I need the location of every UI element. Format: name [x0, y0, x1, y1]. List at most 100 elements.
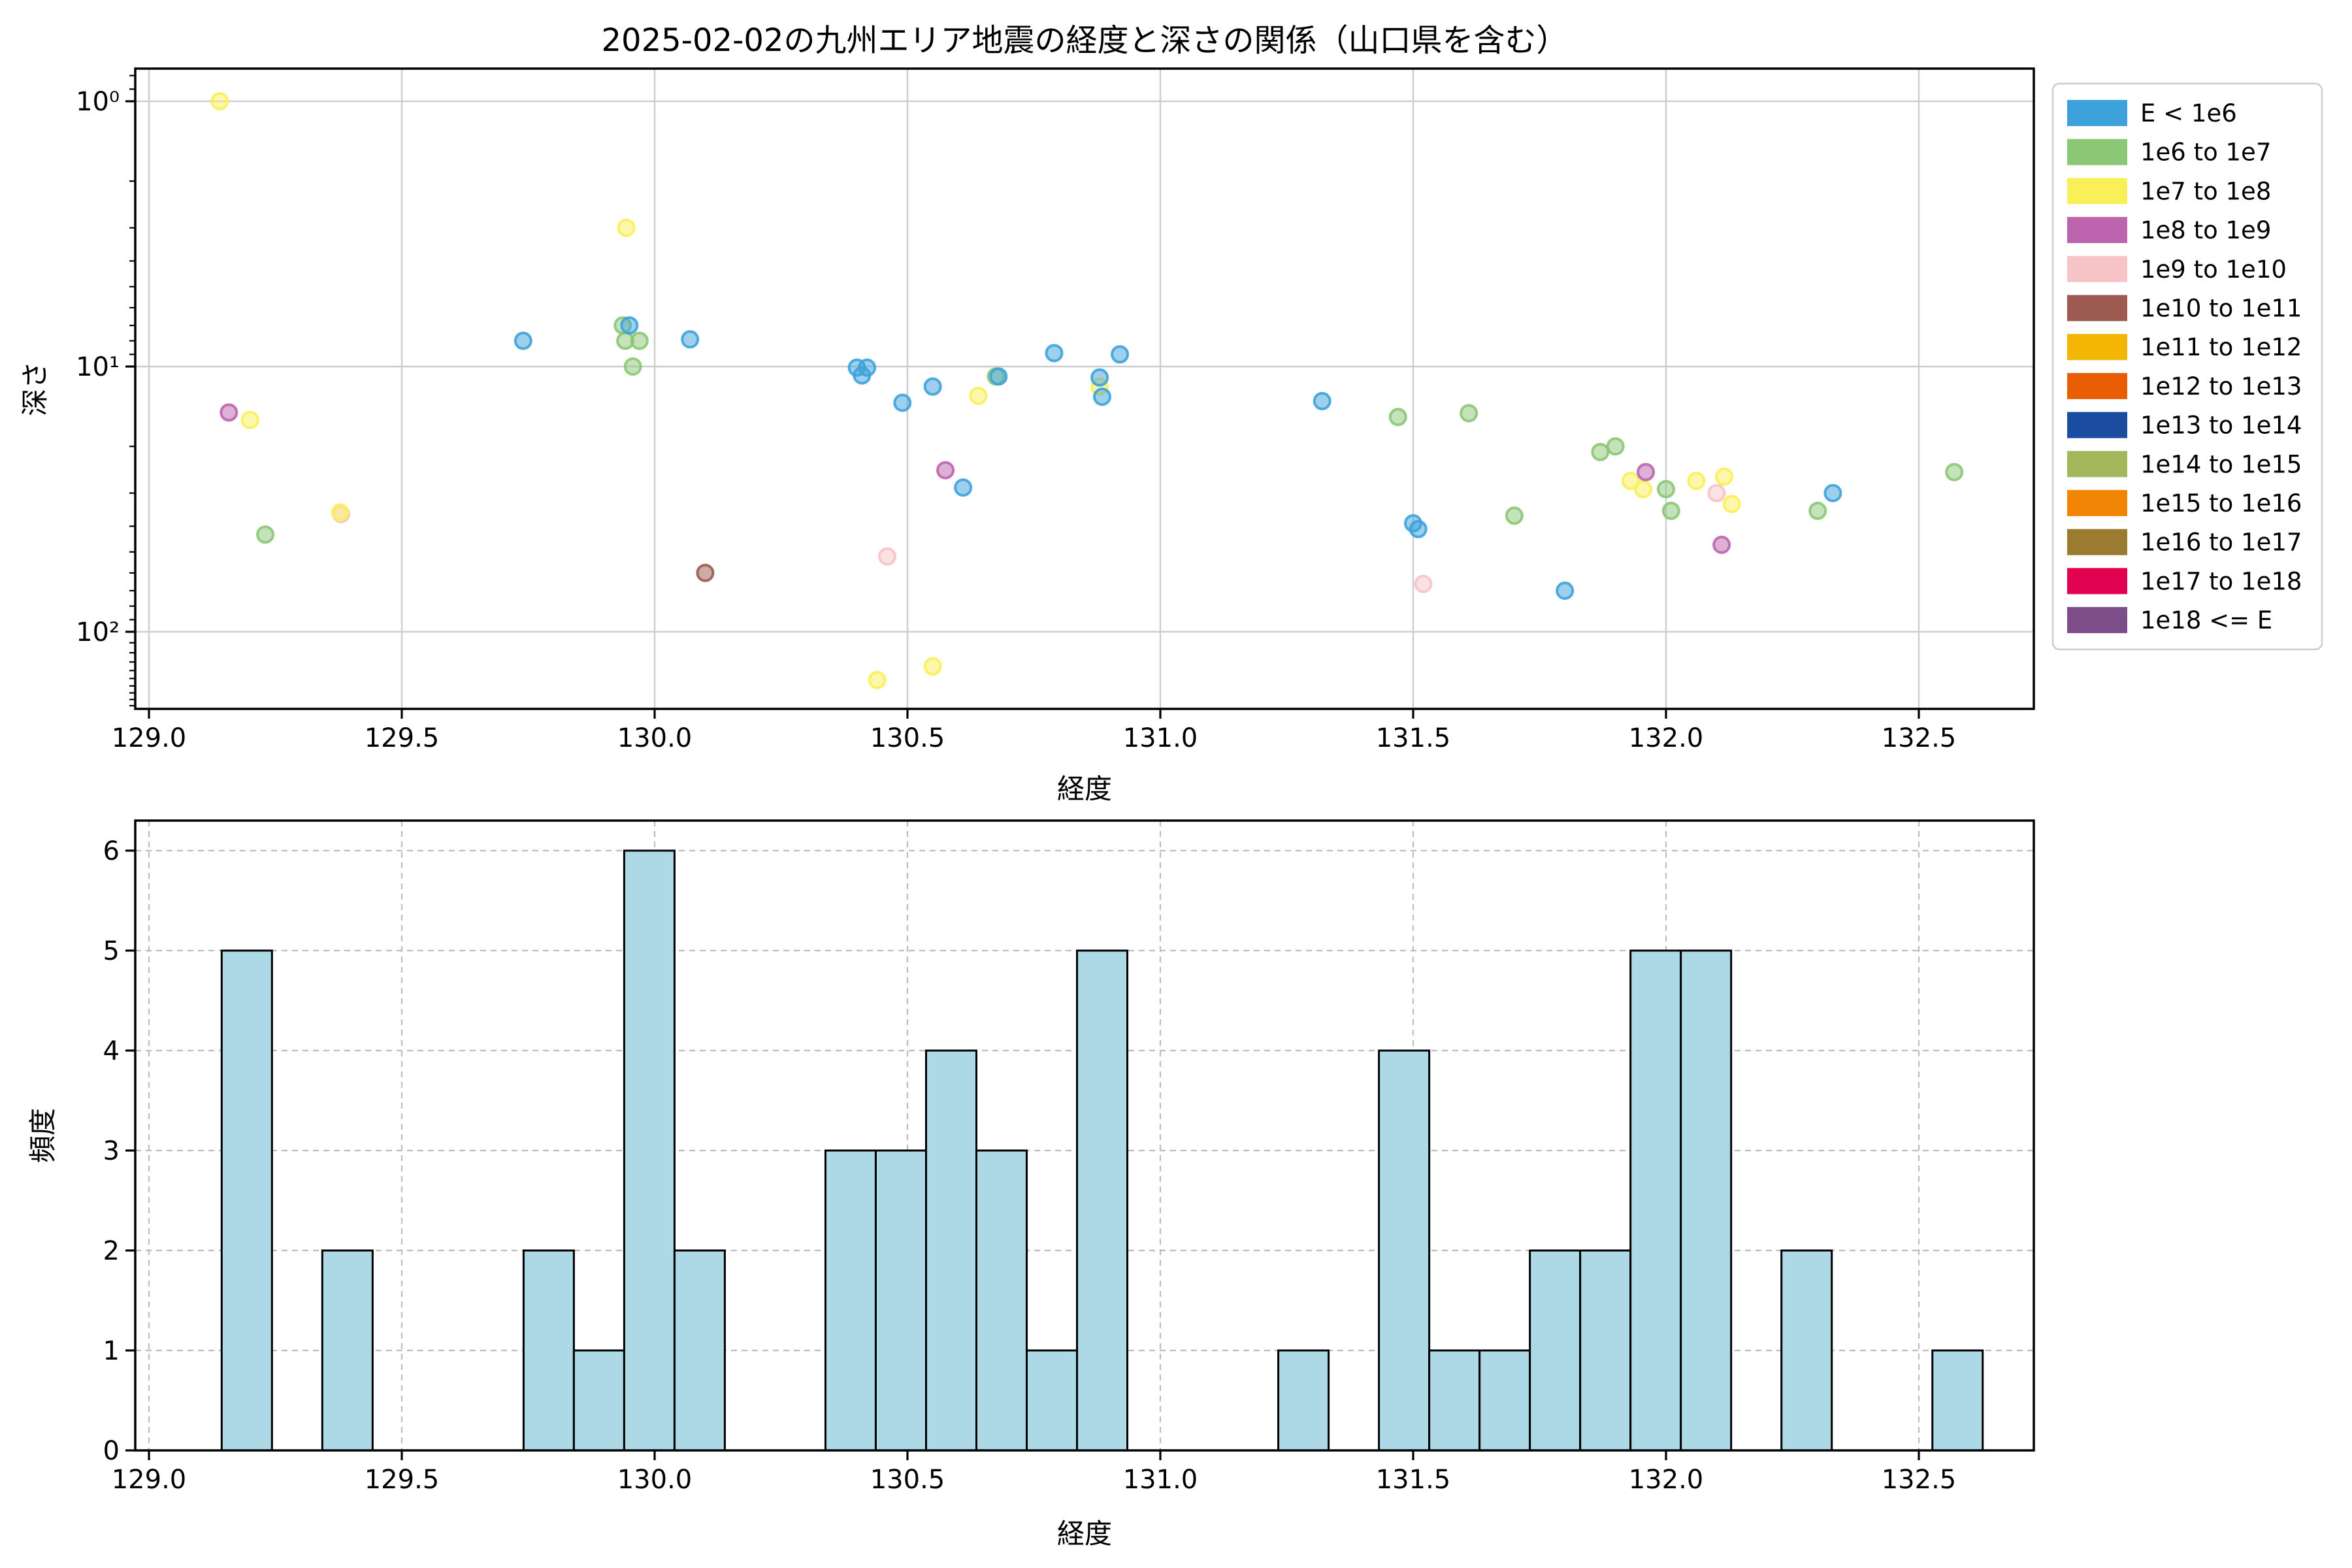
histogram-y-tick-label: 4: [103, 1036, 120, 1066]
scatter-point: [1313, 391, 1331, 410]
legend-swatch: [2067, 334, 2127, 361]
histogram-xlabel: 経度: [1057, 1518, 1112, 1550]
scatter-point: [1637, 463, 1656, 482]
scatter-x-tick-label: 129.5: [365, 723, 440, 753]
scatter-point: [630, 331, 649, 350]
legend-swatch: [2067, 255, 2127, 282]
histogram-y-tick-label: 1: [103, 1336, 120, 1366]
histogram-bar: [522, 1249, 575, 1452]
histogram-bar: [1529, 1249, 1582, 1452]
histogram-bar: [1579, 1249, 1632, 1452]
histogram-bar: [1076, 949, 1129, 1452]
scatter-point: [1634, 480, 1653, 498]
legend-swatch: [2067, 217, 2127, 244]
legend-swatch: [2067, 100, 2127, 126]
scatter-point: [696, 563, 715, 582]
scatter-point: [617, 218, 636, 237]
scatter-y-tick-label: 10²: [76, 617, 120, 647]
histogram-bar: [824, 1149, 877, 1452]
scatter-xlabel: 経度: [1057, 773, 1112, 805]
histogram-bar: [623, 849, 676, 1452]
scatter-point: [1045, 344, 1064, 363]
scatter-point: [1388, 408, 1407, 427]
scatter-point: [210, 92, 229, 110]
scatter-point: [989, 367, 1008, 386]
scatter-point: [1687, 472, 1706, 491]
scatter-point: [1414, 574, 1433, 593]
histogram-bar: [220, 949, 273, 1452]
histogram-x-tick-label: 131.5: [1376, 1465, 1451, 1495]
histogram-x-tick-label: 130.5: [870, 1465, 945, 1495]
scatter-point: [681, 330, 700, 349]
legend-entry-label: 1e6 to 1e7: [2140, 139, 2271, 167]
scatter-point: [1090, 368, 1109, 387]
histogram-bar: [572, 1349, 625, 1452]
histogram-x-tick-label: 131.0: [1123, 1465, 1198, 1495]
scatter-point: [936, 461, 955, 480]
scatter-point: [256, 525, 275, 544]
histogram-x-tick-label: 129.5: [365, 1465, 440, 1495]
legend-entry-label: 1e10 to 1e11: [2140, 295, 2302, 323]
legend-entry-label: 1e17 to 1e18: [2140, 567, 2302, 595]
scatter-point: [893, 393, 912, 412]
histogram-x-tick-label: 130.0: [617, 1465, 693, 1495]
histogram-bar: [1428, 1349, 1481, 1452]
scatter-point: [868, 670, 887, 689]
legend-frame: [2051, 82, 2323, 651]
legend-entry-label: 1e11 to 1e12: [2140, 333, 2302, 361]
histogram-x-tick-label: 132.0: [1629, 1465, 1704, 1495]
legend-entry-label: 1e18 <= E: [2140, 606, 2272, 634]
legend-swatch: [2067, 490, 2127, 516]
histogram-bar: [1026, 1349, 1079, 1452]
legend-swatch: [2067, 607, 2127, 634]
legend-entry-label: 1e7 to 1e8: [2140, 177, 2271, 205]
legend-swatch: [2067, 412, 2127, 438]
histogram-bar: [874, 1149, 927, 1452]
histogram-ticks: 129.0 129.5 130.0 130.5 131.0 131.5 132.0 132.5…: [103, 836, 1957, 1495]
scatter-point: [1808, 501, 1827, 520]
legend-entry-label: 1e15 to 1e16: [2140, 489, 2302, 517]
histogram-ylabel: 頻度: [27, 1108, 59, 1163]
legend-entry-label: 1e8 to 1e9: [2140, 216, 2271, 244]
scatter-point: [514, 331, 532, 350]
histogram-y-tick-label: 5: [103, 936, 120, 966]
scatter-point: [1621, 472, 1640, 491]
histogram-bar: [673, 1249, 726, 1452]
histogram-y-tick-label: 3: [103, 1136, 120, 1166]
scatter-point: [853, 366, 872, 385]
scatter-point: [1661, 501, 1680, 520]
scatter-point: [969, 386, 988, 405]
legend-entry-label: E < 1e6: [2140, 99, 2237, 127]
scatter-point: [1409, 519, 1428, 538]
scatter-point: [1945, 463, 1964, 482]
scatter-point: [1460, 404, 1478, 423]
scatter-point: [1712, 535, 1731, 554]
histogram-bar: [924, 1049, 977, 1452]
scatter-point: [1823, 483, 1842, 502]
scatter-point: [1715, 467, 1734, 486]
scatter-point: [1722, 495, 1741, 514]
legend-entry-label: 1e14 to 1e15: [2140, 450, 2302, 478]
scatter-point: [923, 657, 942, 676]
scatter-y-tick-label: 10¹: [76, 352, 120, 382]
scatter-point: [878, 547, 897, 566]
scatter-x-tick-label: 129.0: [112, 723, 187, 753]
scatter-x-tick-label: 130.0: [617, 723, 693, 753]
scatter-ticks: 129.0 129.5 130.0 130.5 131.0 131.5 132.0 132.5…: [76, 74, 1956, 753]
histogram-bar: [1478, 1349, 1531, 1452]
scatter-x-tick-label: 131.0: [1123, 723, 1198, 753]
histogram-bar: [1378, 1049, 1431, 1452]
histogram-bar: [975, 1149, 1028, 1452]
legend-swatch: [2067, 139, 2127, 165]
scatter-point: [1092, 387, 1111, 406]
chart-title: 2025-02-02の九州エリア地震の経度と深さの関係（山口県を含む）: [602, 22, 1568, 59]
legend-entry-label: 1e13 to 1e14: [2140, 412, 2302, 440]
legend-swatch: [2067, 568, 2127, 595]
histogram-y-tick-label: 6: [103, 836, 120, 866]
legend-entry-label: 1e12 to 1e13: [2140, 372, 2302, 400]
scatter-points: [210, 92, 1964, 689]
scatter-point: [1606, 437, 1625, 456]
histogram-bar: [1931, 1349, 1984, 1452]
